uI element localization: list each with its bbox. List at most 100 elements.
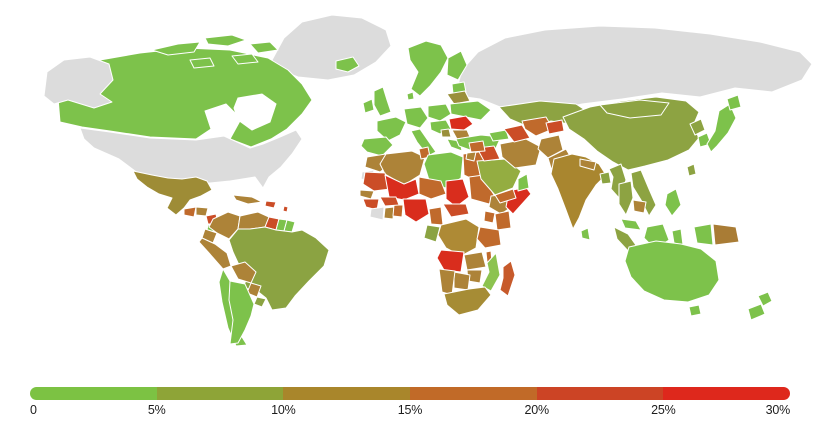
country-algeria[interactable] — [379, 150, 426, 186]
country-uzbekistan[interactable] — [521, 116, 554, 137]
country-papua-new-guinea[interactable] — [712, 223, 740, 246]
country-japan[interactable] — [706, 103, 737, 153]
country-mauritania[interactable] — [362, 171, 391, 192]
legend-tick-25: 25% — [651, 403, 676, 417]
country-canada-island[interactable] — [249, 41, 279, 54]
country-mongolia[interactable] — [599, 99, 670, 119]
country-belarus[interactable] — [446, 90, 471, 105]
country-caucasus[interactable] — [488, 129, 510, 142]
country-niger[interactable] — [418, 176, 447, 200]
country-venezuela[interactable] — [237, 211, 270, 230]
country-romania[interactable] — [448, 115, 474, 131]
country-canada-island[interactable] — [231, 53, 259, 65]
country-russia[interactable] — [455, 25, 813, 112]
legend-tick-30: 30% — [765, 403, 791, 417]
country-ukraine[interactable] — [449, 100, 492, 121]
country-botswana[interactable] — [453, 271, 471, 291]
country-bolivia[interactable] — [230, 261, 257, 284]
country-canada-island[interactable] — [189, 57, 215, 69]
country-central-europe[interactable] — [403, 106, 429, 129]
country-chad[interactable] — [445, 178, 470, 208]
country-new-zealand-south[interactable] — [747, 303, 766, 321]
legend-segment-5-10 — [156, 387, 284, 400]
country-alaska[interactable] — [43, 56, 114, 109]
country-norway-sweden[interactable] — [407, 40, 449, 97]
country-france[interactable] — [376, 116, 407, 142]
legend-segment-15-20 — [410, 387, 537, 400]
legend-tick-15: 15% — [397, 403, 423, 417]
country-china[interactable] — [562, 96, 700, 171]
country-indonesia-papua[interactable] — [693, 223, 714, 246]
country-peru[interactable] — [198, 237, 232, 270]
legend-segment-0-5 — [30, 387, 157, 400]
country-iceland[interactable] — [335, 56, 360, 73]
country-oman[interactable] — [517, 173, 530, 192]
country-ireland[interactable] — [362, 98, 375, 114]
country-ghana[interactable] — [383, 206, 395, 220]
country-honduras[interactable] — [195, 206, 209, 217]
country-finland[interactable] — [446, 50, 468, 81]
country-taiwan[interactable] — [686, 163, 697, 177]
legend-gradient-bar[interactable] — [30, 387, 790, 400]
country-iberia[interactable] — [360, 136, 394, 157]
country-antilles[interactable] — [282, 205, 289, 213]
country-australia[interactable] — [624, 240, 720, 303]
country-uganda[interactable] — [483, 210, 496, 224]
country-dr-congo[interactable] — [437, 218, 480, 257]
country-greenland[interactable] — [271, 14, 392, 81]
country-mozambique[interactable] — [481, 252, 501, 292]
country-turkmenistan[interactable] — [503, 124, 531, 143]
country-namibia[interactable] — [438, 268, 456, 296]
country-south-africa[interactable] — [443, 286, 492, 316]
country-syria[interactable] — [468, 140, 486, 153]
country-madagascar[interactable] — [499, 260, 516, 297]
country-togo-benin[interactable] — [392, 204, 404, 218]
country-serbia[interactable] — [440, 128, 452, 138]
country-mexico[interactable] — [132, 170, 213, 216]
country-tanzania[interactable] — [476, 226, 502, 249]
legend-axis-labels: 0 5% 10% 15% 20% 25% 30% — [30, 403, 790, 421]
country-bangladesh[interactable] — [599, 171, 612, 185]
country-cameroon[interactable] — [428, 206, 444, 226]
country-burkina-faso[interactable] — [379, 196, 400, 207]
country-hispaniola[interactable] — [264, 200, 277, 209]
country-senegal[interactable] — [359, 189, 375, 200]
country-philippines[interactable] — [664, 188, 682, 217]
country-zambia[interactable] — [463, 251, 487, 271]
country-canada-island[interactable] — [151, 41, 201, 56]
country-jordan-israel[interactable] — [465, 151, 477, 162]
country-canada-island[interactable] — [204, 34, 247, 47]
country-cambodia[interactable] — [632, 199, 647, 214]
legend-segment-25-30 — [663, 387, 790, 400]
country-nigeria[interactable] — [402, 198, 430, 223]
country-cote-divoire[interactable] — [369, 206, 385, 221]
country-indonesia-sulawesi[interactable] — [671, 228, 684, 246]
country-gabon-congo[interactable] — [423, 224, 441, 243]
country-uk[interactable] — [373, 86, 392, 117]
country-guatemala[interactable] — [183, 206, 197, 218]
country-denmark[interactable] — [406, 91, 415, 101]
country-nepal[interactable] — [579, 158, 597, 171]
country-kyrgyzstan-tajikistan[interactable] — [545, 119, 565, 135]
country-thailand[interactable] — [618, 180, 634, 216]
country-italy[interactable] — [410, 128, 437, 157]
country-sri-lanka[interactable] — [580, 227, 591, 241]
country-argentina[interactable] — [228, 280, 255, 345]
legend-tick-10: 10% — [271, 403, 296, 417]
country-cuba[interactable] — [232, 194, 263, 205]
country-laos-vietnam[interactable] — [630, 169, 657, 217]
country-japan-hokkaido[interactable] — [726, 94, 742, 111]
legend-tick-5: 5% — [147, 403, 166, 417]
country-central-african-republic[interactable] — [442, 203, 470, 218]
color-axis-legend: 0 5% 10% 15% 20% 25% 30% — [30, 387, 790, 421]
country-malaysia[interactable] — [620, 218, 642, 231]
country-yemen[interactable] — [494, 188, 517, 204]
country-kenya[interactable] — [494, 210, 512, 231]
country-north-korea[interactable] — [689, 118, 706, 136]
country-poland[interactable] — [427, 103, 452, 122]
country-uruguay[interactable] — [253, 296, 267, 308]
country-tasmania[interactable] — [688, 304, 702, 317]
country-angola[interactable] — [436, 249, 465, 273]
country-new-zealand-north[interactable] — [757, 291, 773, 307]
country-india[interactable] — [550, 153, 607, 230]
